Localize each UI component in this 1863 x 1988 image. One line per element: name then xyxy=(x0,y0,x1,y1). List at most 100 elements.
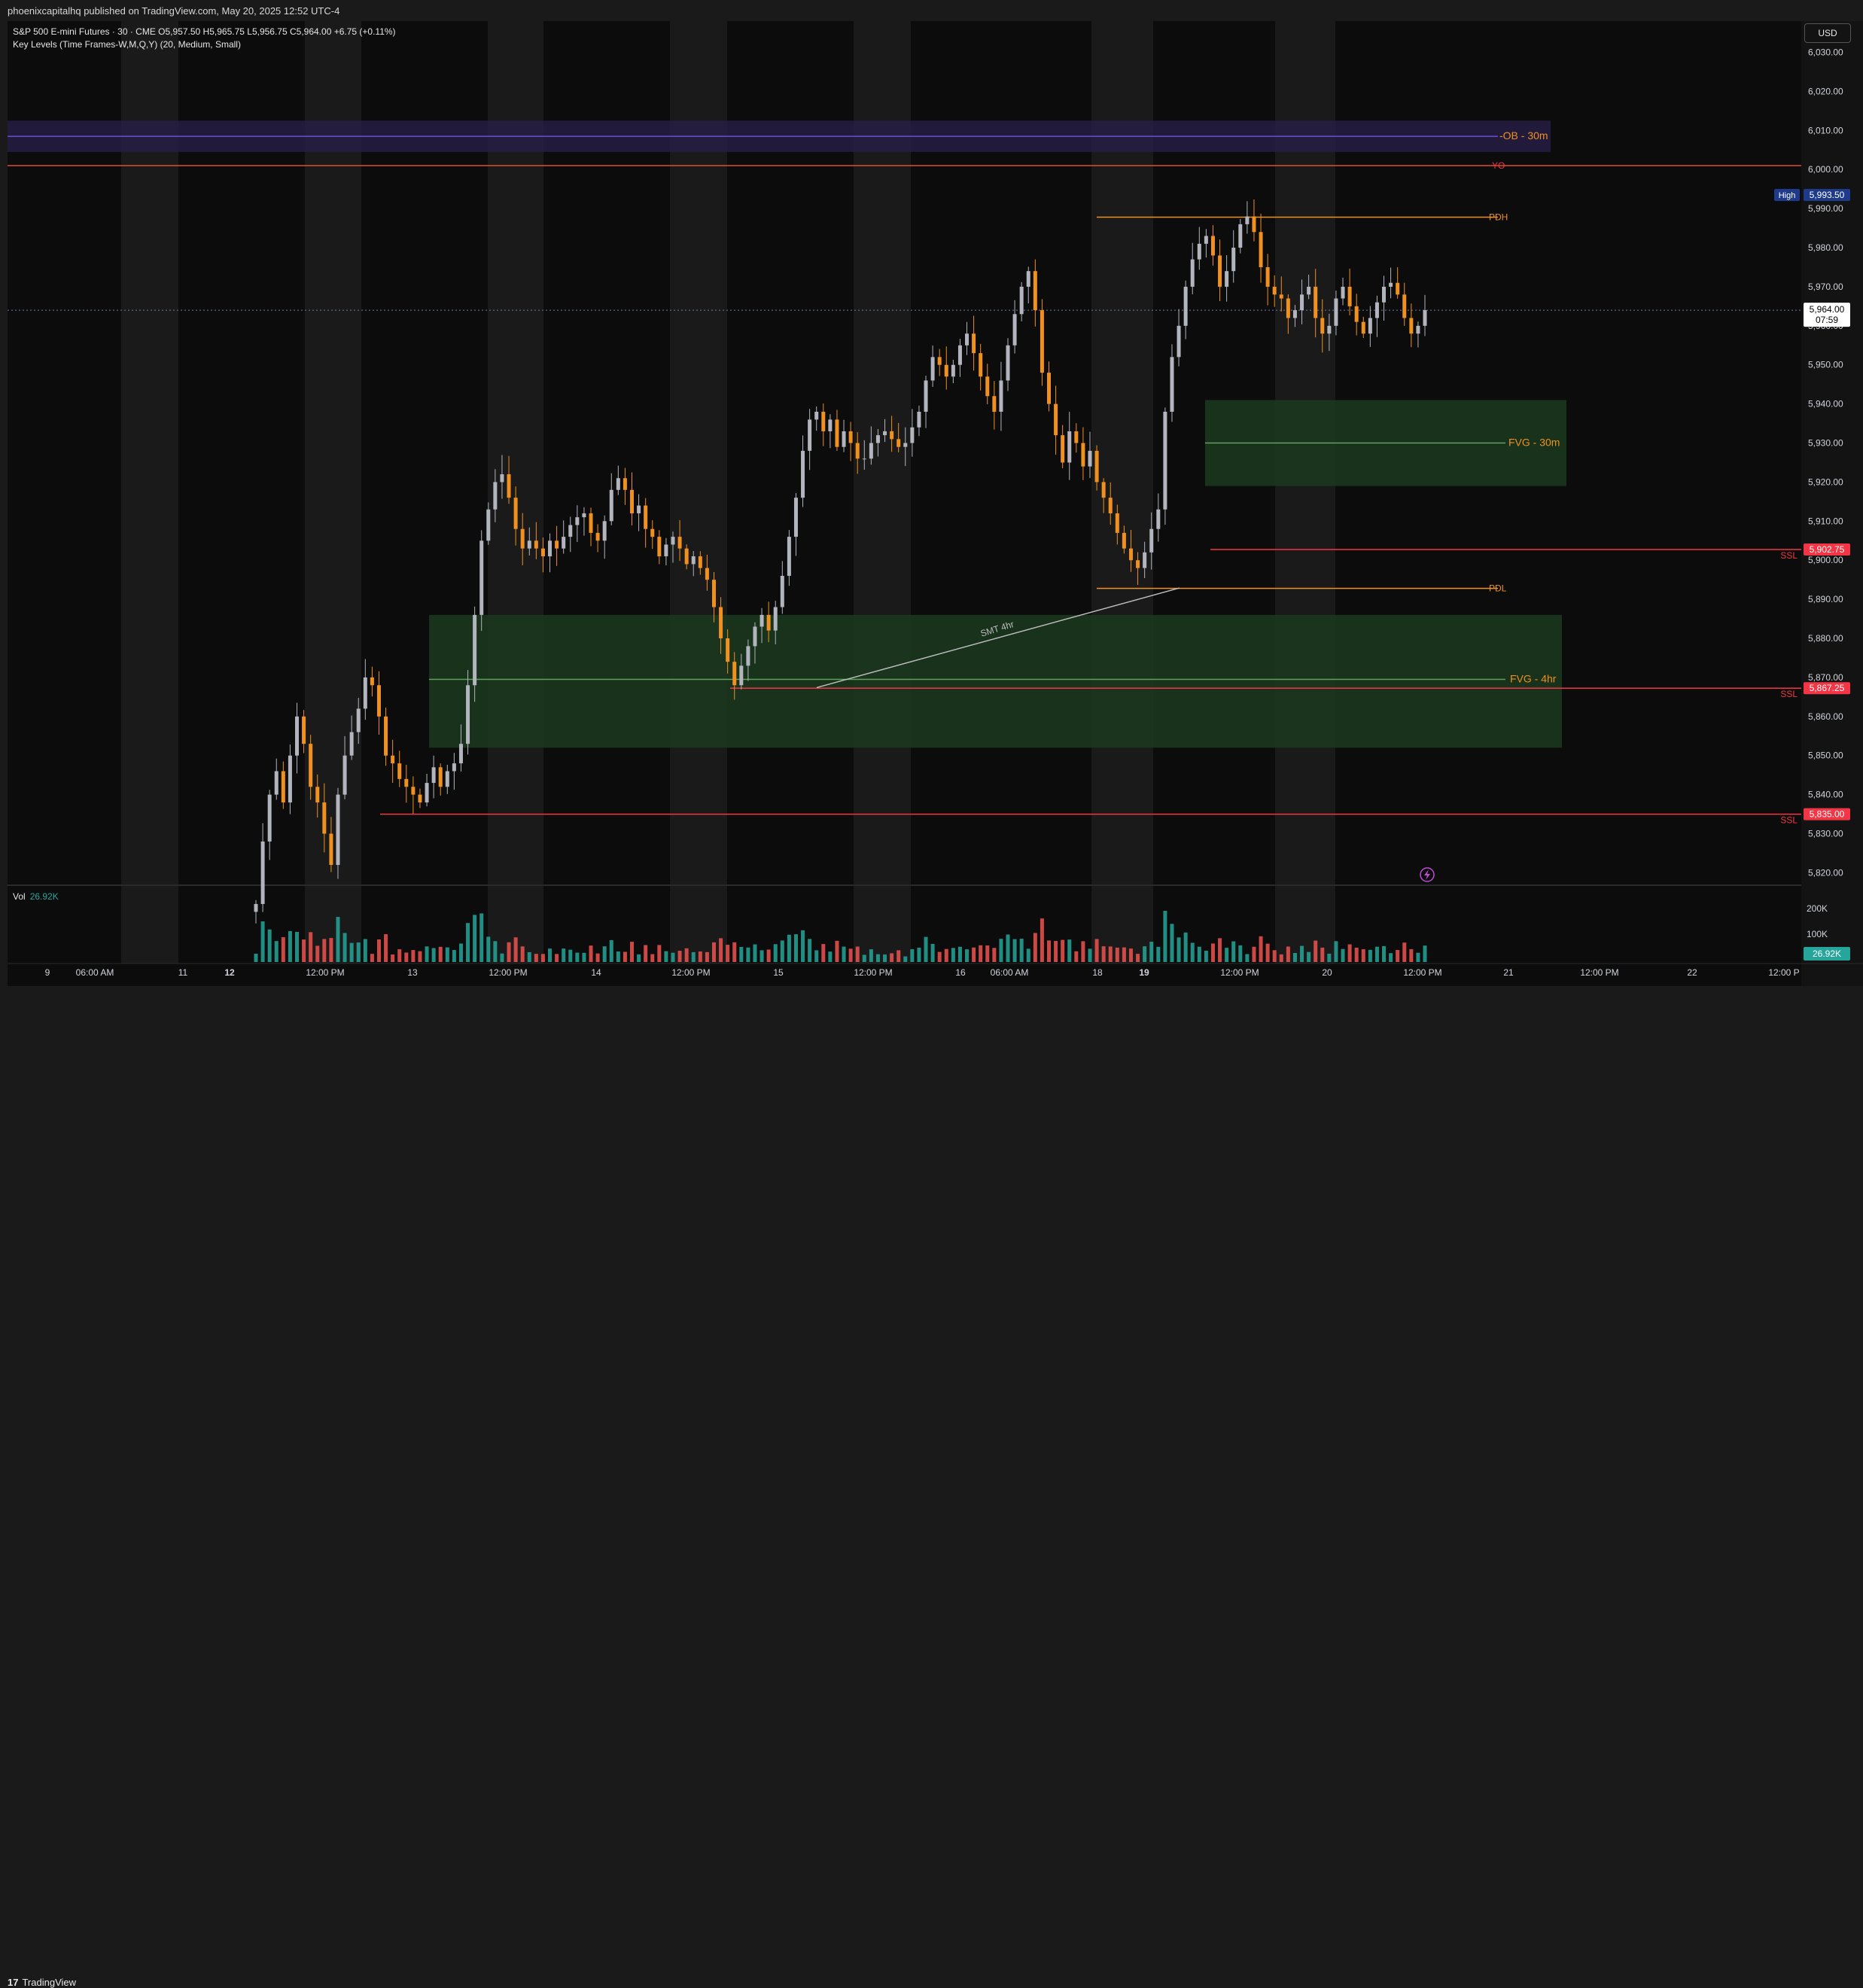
volume-bar xyxy=(1218,938,1222,962)
candle-body xyxy=(1170,357,1174,413)
candle-body xyxy=(1006,345,1010,381)
candle-body xyxy=(1033,271,1037,311)
volume-bar xyxy=(1163,911,1167,962)
candle-body xyxy=(254,903,258,912)
volume-last-badge xyxy=(1804,947,1850,961)
level-label: SSL xyxy=(1780,689,1798,699)
session-shade xyxy=(854,21,911,964)
tradingview-brand[interactable]: 17 TradingView xyxy=(8,1977,76,1988)
candle-body xyxy=(930,357,935,381)
candle-body xyxy=(705,568,709,580)
indicator-legend[interactable]: Key Levels (Time Frames-W,M,Q,Y) (20, Me… xyxy=(13,39,241,50)
candle-body xyxy=(1061,435,1065,463)
volume-bar xyxy=(739,946,744,962)
candle-body xyxy=(1074,431,1079,443)
time-axis-tick: 06:00 AM xyxy=(76,967,114,978)
volume-bar xyxy=(1128,948,1133,962)
volume-bar xyxy=(1307,951,1311,962)
candle-body xyxy=(1143,552,1147,568)
currency-button[interactable]: USD xyxy=(1804,23,1851,43)
candle-body xyxy=(691,556,696,565)
candle-body xyxy=(548,540,553,557)
candle-body xyxy=(1183,286,1188,326)
candle-body xyxy=(391,755,395,764)
volume-bar xyxy=(1156,946,1161,962)
price-axis-tick: 6,020.00 xyxy=(1808,86,1843,96)
candle-body xyxy=(384,716,388,756)
candle-body xyxy=(356,708,361,732)
volume-bar xyxy=(1368,949,1372,962)
candle-body xyxy=(793,498,798,537)
volume-legend[interactable]: Vol 26.92K xyxy=(13,891,59,902)
volume-bar xyxy=(534,954,538,962)
price-axis-background xyxy=(1801,21,1863,986)
candle-body xyxy=(1341,286,1345,299)
price-axis-tick: 5,910.00 xyxy=(1808,516,1843,526)
price-axis-tick: 5,880.00 xyxy=(1808,633,1843,644)
candle-body xyxy=(438,767,443,787)
volume-bar xyxy=(937,951,942,962)
price-axis-tick: 6,030.00 xyxy=(1808,47,1843,58)
candle-body xyxy=(766,614,771,631)
candle-body xyxy=(452,763,456,772)
candle-body xyxy=(1245,216,1250,224)
volume-bar xyxy=(1210,943,1215,962)
candle-body xyxy=(787,537,791,576)
candle-body xyxy=(329,833,333,866)
candle-body xyxy=(1190,259,1195,287)
volume-bar xyxy=(965,949,970,962)
candle-body xyxy=(957,345,962,365)
candle-body xyxy=(1225,271,1229,287)
volume-bar xyxy=(411,950,416,962)
volume-bar xyxy=(719,938,723,962)
candle-body xyxy=(1279,294,1283,299)
volume-bar xyxy=(979,945,983,962)
price-axis-tick: 5,920.00 xyxy=(1808,476,1843,487)
volume-bar xyxy=(520,946,525,962)
time-axis-tick: 21 xyxy=(1503,967,1514,978)
symbol-legend[interactable]: S&P 500 E-mini Futures · 30 · CME O5,957… xyxy=(13,26,396,37)
candle-body xyxy=(1374,302,1379,318)
volume-bar xyxy=(1115,947,1119,962)
price-axis-tick: 5,830.00 xyxy=(1808,829,1843,839)
volume-bar xyxy=(1122,947,1126,962)
time-axis-tick: 06:00 AM xyxy=(991,967,1029,978)
volume-bar xyxy=(479,913,484,962)
fvg-4hr-zone xyxy=(429,614,1562,748)
candle-body xyxy=(336,794,340,866)
price-axis-tick: 5,930.00 xyxy=(1808,438,1843,449)
candle-body xyxy=(370,677,374,686)
volume-bar xyxy=(793,934,798,962)
level-label: -OB - 30m xyxy=(1499,129,1548,142)
volume-bar xyxy=(1046,940,1051,962)
candle-body xyxy=(616,478,620,490)
footer-bar: 17 TradingView xyxy=(0,986,1863,1988)
candle-body xyxy=(568,525,573,537)
candle-body xyxy=(1334,298,1338,326)
publisher-bar: phoenixcapitalhq published on TradingVie… xyxy=(0,0,1863,21)
ssl-price-badge-text: 5,867.25 xyxy=(1810,683,1845,693)
price-axis-tick: 5,890.00 xyxy=(1808,594,1843,604)
price-chart[interactable]: -OB - 30m YO PDH FVG - 30m SSL PDL FVG - 4hr SS… xyxy=(0,0,1863,1009)
level-label: SSL xyxy=(1780,550,1798,561)
volume-axis-tick: 100K xyxy=(1807,929,1828,939)
volume-bar xyxy=(930,943,935,962)
volume-bar xyxy=(363,939,367,962)
volume-bar xyxy=(684,948,689,962)
candle-body xyxy=(719,607,723,639)
candle-body xyxy=(1218,255,1222,287)
volume-bar xyxy=(698,951,702,962)
volume-bar xyxy=(486,936,491,962)
candle-body xyxy=(302,716,306,744)
level-label: PDL xyxy=(1489,583,1507,594)
volume-bar xyxy=(548,948,553,962)
candle-body xyxy=(979,353,983,377)
price-axis-tick: 5,840.00 xyxy=(1808,790,1843,800)
candle-body xyxy=(540,548,545,557)
ssl-price-badge xyxy=(1804,808,1850,820)
volume-bar xyxy=(835,940,839,962)
candle-body xyxy=(500,474,504,483)
current-price-badge-text: 5,964.00 xyxy=(1810,304,1845,315)
candle-body xyxy=(1396,282,1400,295)
candle-body xyxy=(1012,314,1017,346)
